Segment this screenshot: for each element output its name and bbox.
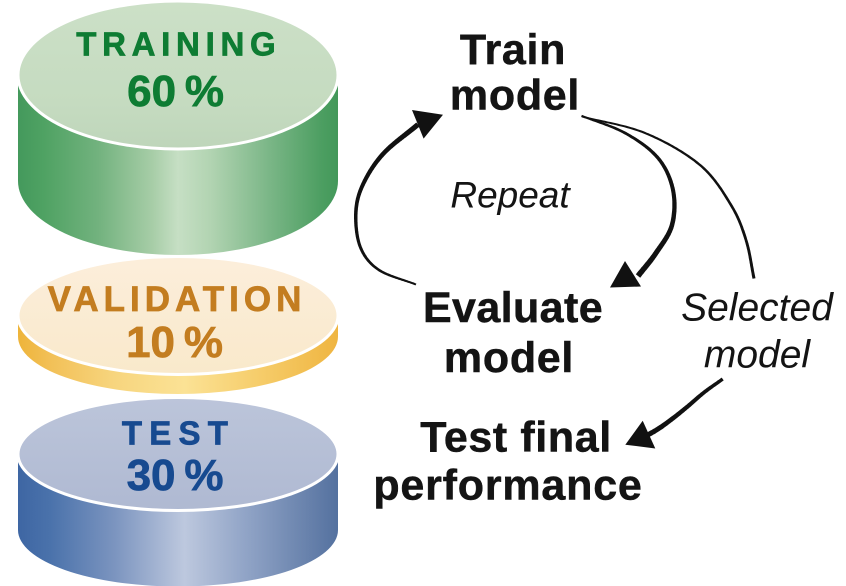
svg-text:performance: performance xyxy=(373,462,642,510)
svg-text:60 %: 60 % xyxy=(127,67,224,116)
svg-text:Test final: Test final xyxy=(420,414,612,462)
svg-text:30 %: 30 % xyxy=(127,451,224,500)
svg-text:VALIDATION: VALIDATION xyxy=(48,280,307,319)
svg-text:TRAINING: TRAINING xyxy=(76,26,281,63)
svg-text:TEST: TEST xyxy=(122,415,235,452)
svg-text:model: model xyxy=(704,334,812,377)
svg-text:model: model xyxy=(444,334,574,382)
svg-text:Evaluate: Evaluate xyxy=(423,284,603,332)
svg-text:Repeat: Repeat xyxy=(450,175,571,216)
svg-text:Selected: Selected xyxy=(681,287,834,330)
svg-text:model: model xyxy=(450,72,580,120)
svg-text:Train: Train xyxy=(460,26,566,74)
svg-text:10 %: 10 % xyxy=(126,318,223,367)
